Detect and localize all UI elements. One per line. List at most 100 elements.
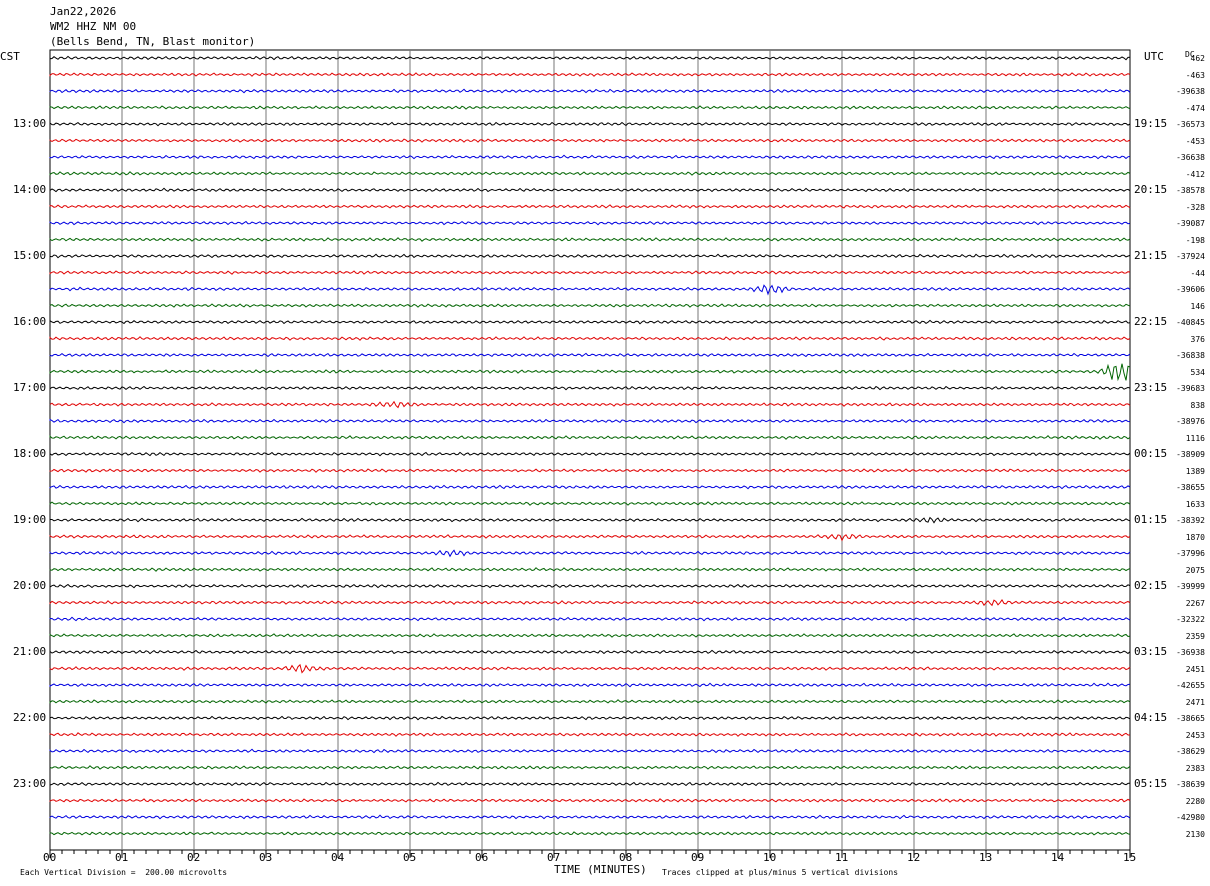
x-tick-label: 10: [763, 851, 777, 864]
trace-line: [49, 154, 1131, 160]
right-hour-label: 20:15: [1134, 183, 1168, 196]
trace-line: [49, 501, 1131, 506]
right-hour-label: 03:15: [1134, 645, 1168, 658]
left-hour-label: 19:00: [13, 513, 47, 526]
dc-offset-label: -39638: [1176, 87, 1205, 96]
left-hour-label: 17:00: [13, 381, 47, 394]
station-id: WM2 HHZ NM 00: [50, 20, 137, 33]
trace-line: [49, 88, 1131, 94]
clip-note: Traces clipped at plus/minus 5 vertical …: [662, 868, 899, 877]
dc-offset-label: -453: [1185, 136, 1205, 146]
right-hour-label: 04:15: [1134, 711, 1168, 724]
dc-offset-label: -198: [1185, 235, 1205, 245]
left-hour-label: 20:00: [13, 579, 47, 592]
trace-line: [49, 715, 1131, 721]
x-axis-label: TIME (MINUTES): [554, 863, 647, 876]
x-tick-label: 15: [1123, 851, 1137, 864]
trace-line: [49, 121, 1131, 127]
x-tick-label: 14: [1051, 851, 1065, 864]
left-hour-label: 21:00: [13, 645, 47, 658]
dc-offset-label: -38578: [1176, 186, 1205, 195]
right-hour-label: 00:15: [1134, 447, 1168, 460]
trace-line: [49, 732, 1130, 737]
trace-line: [49, 468, 1131, 473]
dc-offset-label: 2130: [1185, 829, 1205, 839]
dc-offset-label: -39683: [1176, 384, 1205, 393]
dc-offset-label: -36838: [1176, 351, 1205, 360]
dc-offset-label: -36938: [1176, 648, 1205, 657]
x-tick-label: 00: [43, 851, 57, 864]
dc-offset-label: -39999: [1176, 582, 1205, 591]
left-hour-label: 14:00: [13, 183, 47, 196]
left-hour-label: 18:00: [13, 447, 47, 460]
trace-line: [49, 352, 1131, 358]
trace-line: [49, 583, 1131, 589]
dc-offset-label: -328: [1185, 202, 1205, 212]
right-hour-label: 21:15: [1134, 249, 1168, 262]
trace-line: [49, 748, 1131, 754]
x-tick-label: 03: [259, 851, 273, 864]
trace-line: [49, 633, 1131, 638]
dc-offset-label: -36573: [1176, 120, 1205, 129]
dc-offset-label: -32322: [1176, 615, 1205, 624]
dc-offset-label: 2359: [1185, 631, 1205, 641]
dc-offset-label: 146: [1190, 301, 1205, 311]
trace-line: [49, 781, 1131, 787]
dc-offset-label: -38392: [1176, 516, 1205, 525]
dc-offset-label: -463: [1185, 70, 1205, 80]
dc-offset-label: 2280: [1185, 796, 1205, 806]
dc-offset-label: -42980: [1176, 813, 1205, 822]
dc-offset-label: 838: [1190, 400, 1205, 410]
dc-offset-label: -37996: [1176, 549, 1205, 558]
x-tick-label: 13: [979, 851, 993, 864]
dc-offset-label: -38639: [1176, 780, 1205, 789]
dc-offset-label: -42655: [1176, 681, 1205, 690]
trace-line: [49, 284, 1131, 296]
dc-offset-label: 2471: [1185, 697, 1205, 707]
trace-line: [49, 138, 1131, 143]
left-hour-label: 16:00: [13, 315, 47, 328]
dc-offset-label: -37924: [1176, 252, 1205, 261]
trace-line: [49, 434, 1131, 440]
dc-offset-label: 1116: [1185, 433, 1205, 443]
dc-offset-label: 376: [1190, 334, 1205, 344]
trace-line: [49, 598, 1131, 607]
x-tick-label: 05: [403, 851, 417, 864]
x-tick-label: 01: [115, 851, 129, 864]
trace-line: [49, 831, 1131, 836]
trace-line: [49, 814, 1131, 820]
dc-offset-label: -38976: [1176, 417, 1205, 426]
dc-offset-label: -38629: [1176, 747, 1205, 756]
trace-line: [49, 319, 1131, 325]
plot-frame: [49, 49, 1131, 851]
trace-line: [49, 516, 1131, 524]
right-timezone: UTC: [1144, 50, 1164, 63]
dc-offset-label: -412: [1185, 169, 1205, 179]
trace-line: [49, 270, 1131, 275]
left-hour-label: 15:00: [13, 249, 47, 262]
trace-line: [49, 204, 1131, 210]
dc-offset-label: 462: [1190, 54, 1205, 63]
x-tick-label: 12: [907, 851, 921, 864]
trace-line: [49, 72, 1131, 77]
dc-offset-label: 1389: [1185, 466, 1205, 476]
trace-line: [49, 253, 1131, 259]
trace-line: [49, 798, 1131, 803]
x-tick-label: 11: [835, 851, 849, 864]
left-hour-label: 13:00: [13, 117, 47, 130]
dc-offset-label: 534: [1190, 367, 1205, 377]
left-hour-label: 22:00: [13, 711, 47, 724]
right-hour-label: 02:15: [1134, 579, 1168, 592]
trace-line: [49, 336, 1131, 341]
trace-line: [49, 55, 1131, 61]
trace-line: [49, 765, 1131, 770]
dc-offset-label: -38655: [1176, 483, 1205, 492]
trace-line: [49, 187, 1131, 193]
x-tick-label: 09: [691, 851, 705, 864]
dc-offset-label: 1633: [1185, 499, 1205, 509]
right-hour-label: 05:15: [1134, 777, 1168, 790]
dc-header: DC: [1185, 50, 1195, 59]
trace-line: [49, 451, 1131, 457]
x-tick-label: 02: [187, 851, 201, 864]
